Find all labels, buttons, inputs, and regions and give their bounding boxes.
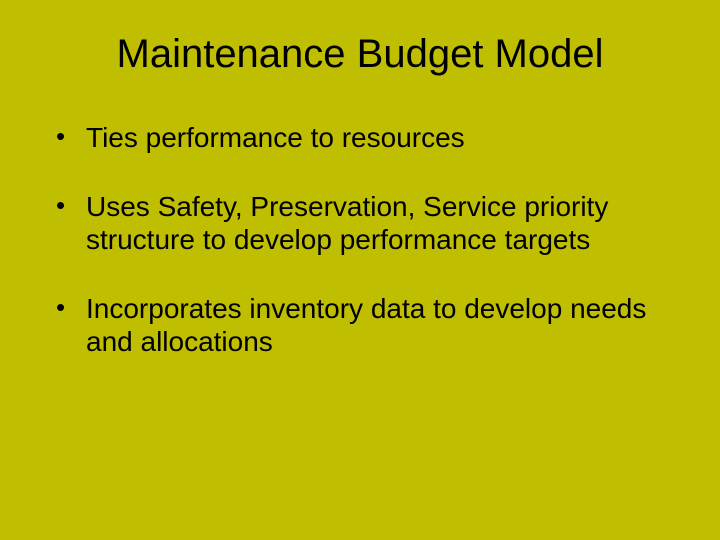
bullet-item: Ties performance to resources	[56, 121, 680, 154]
slide: Maintenance Budget Model Ties performanc…	[0, 0, 720, 540]
bullet-item: Incorporates inventory data to develop n…	[56, 292, 680, 358]
bullet-item: Uses Safety, Preservation, Service prior…	[56, 190, 680, 256]
bullet-list: Ties performance to resources Uses Safet…	[40, 121, 680, 358]
slide-title: Maintenance Budget Model	[70, 32, 650, 77]
